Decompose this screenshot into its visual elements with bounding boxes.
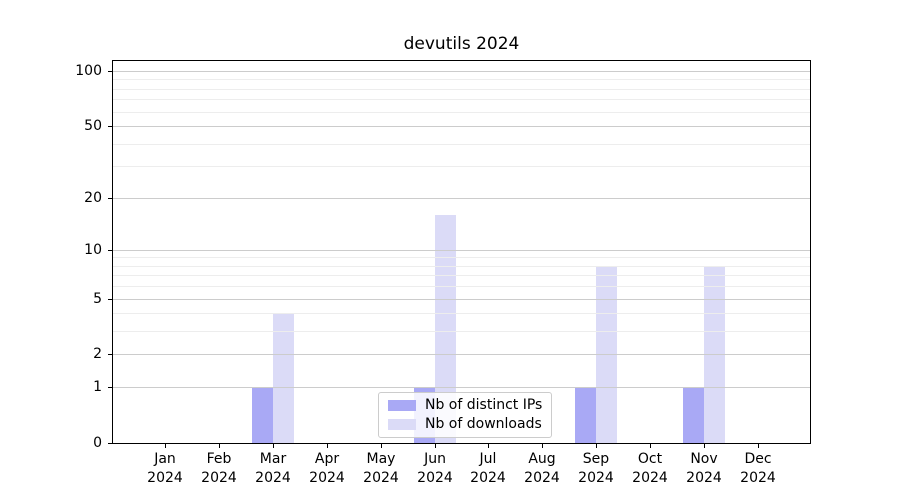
x-tick-label-aug: Aug 2024	[524, 451, 560, 486]
x-tick-label-feb: Feb 2024	[201, 451, 237, 486]
y-tick-label-10: 10	[84, 242, 102, 258]
x-tick-label-dec: Dec 2024	[740, 451, 776, 486]
x-tick-mark-may	[381, 444, 382, 448]
x-tick-mark-sep	[596, 444, 597, 448]
minor-gridline-80	[113, 89, 810, 90]
x-tick-label-oct: Oct 2024	[632, 451, 668, 486]
y-tick-mark-5	[108, 299, 112, 300]
x-tick-mark-dec	[758, 444, 759, 448]
minor-gridline-6	[113, 286, 810, 287]
y-tick-label-100: 100	[75, 63, 102, 79]
x-tick-label-jun: Jun 2024	[417, 451, 453, 486]
x-tick-mark-mar	[273, 444, 274, 448]
y-tick-mark-100	[108, 71, 112, 72]
y-tick-mark-50	[108, 126, 112, 127]
x-tick-mark-aug	[542, 444, 543, 448]
y-tick-mark-1	[108, 387, 112, 388]
bar-distinct-ips-mar	[252, 387, 273, 443]
minor-gridline-90	[113, 79, 810, 80]
legend-swatch-downloads	[388, 418, 416, 430]
y-tick-mark-20	[108, 198, 112, 199]
grid-layer	[113, 61, 810, 443]
x-tick-label-apr: Apr 2024	[309, 451, 345, 486]
x-tick-mark-jul	[488, 444, 489, 448]
minor-gridline-3	[113, 331, 810, 332]
x-tick-mark-jan	[165, 444, 166, 448]
x-tick-label-jan: Jan 2024	[147, 451, 183, 486]
x-tick-mark-apr	[327, 444, 328, 448]
minor-gridline-7	[113, 275, 810, 276]
legend-label-distinct-ips: Nb of distinct IPs	[425, 397, 543, 414]
bar-downloads-jun	[435, 215, 456, 443]
bar-downloads-mar	[273, 313, 294, 443]
plot-area	[112, 60, 811, 444]
minor-gridline-60	[113, 112, 810, 113]
x-tick-mark-jun	[435, 444, 436, 448]
x-tick-label-may: May 2024	[363, 451, 399, 486]
legend-label-downloads: Nb of downloads	[425, 415, 542, 432]
legend: Nb of distinct IPs Nb of downloads	[378, 392, 553, 438]
major-gridline-100	[113, 71, 810, 72]
minor-gridline-30	[113, 166, 810, 167]
minor-gridline-70	[113, 99, 810, 100]
minor-gridline-8	[113, 266, 810, 267]
major-gridline-10	[113, 250, 810, 251]
legend-swatch-distinct-ips	[388, 400, 416, 412]
major-gridline-50	[113, 126, 810, 127]
bar-distinct-ips-sep	[575, 387, 596, 443]
y-tick-mark-0	[108, 443, 112, 444]
y-tick-label-1: 1	[93, 379, 102, 395]
x-tick-label-jul: Jul 2024	[470, 451, 506, 486]
y-tick-label-50: 50	[84, 118, 102, 134]
chart-title: devutils 2024	[403, 34, 520, 54]
major-gridline-5	[113, 299, 810, 300]
legend-item-downloads: Nb of downloads	[388, 416, 542, 433]
minor-gridline-9	[113, 257, 810, 258]
y-tick-label-2: 2	[93, 346, 102, 362]
x-tick-label-sep: Sep 2024	[578, 451, 614, 486]
major-gridline-2	[113, 354, 810, 355]
major-gridline-20	[113, 198, 810, 199]
y-tick-label-20: 20	[84, 190, 102, 206]
bar-distinct-ips-nov	[683, 387, 704, 443]
y-tick-mark-10	[108, 250, 112, 251]
y-tick-label-5: 5	[93, 291, 102, 307]
minor-gridline-40	[113, 144, 810, 145]
y-tick-label-0: 0	[93, 435, 102, 451]
major-gridline-1	[113, 387, 810, 388]
x-tick-mark-oct	[650, 444, 651, 448]
x-tick-mark-feb	[219, 444, 220, 448]
x-tick-label-nov: Nov 2024	[686, 451, 722, 486]
x-tick-label-mar: Mar 2024	[255, 451, 291, 486]
y-tick-mark-2	[108, 354, 112, 355]
legend-item-distinct-ips: Nb of distinct IPs	[388, 397, 542, 414]
x-tick-mark-nov	[704, 444, 705, 448]
minor-gridline-4	[113, 313, 810, 314]
